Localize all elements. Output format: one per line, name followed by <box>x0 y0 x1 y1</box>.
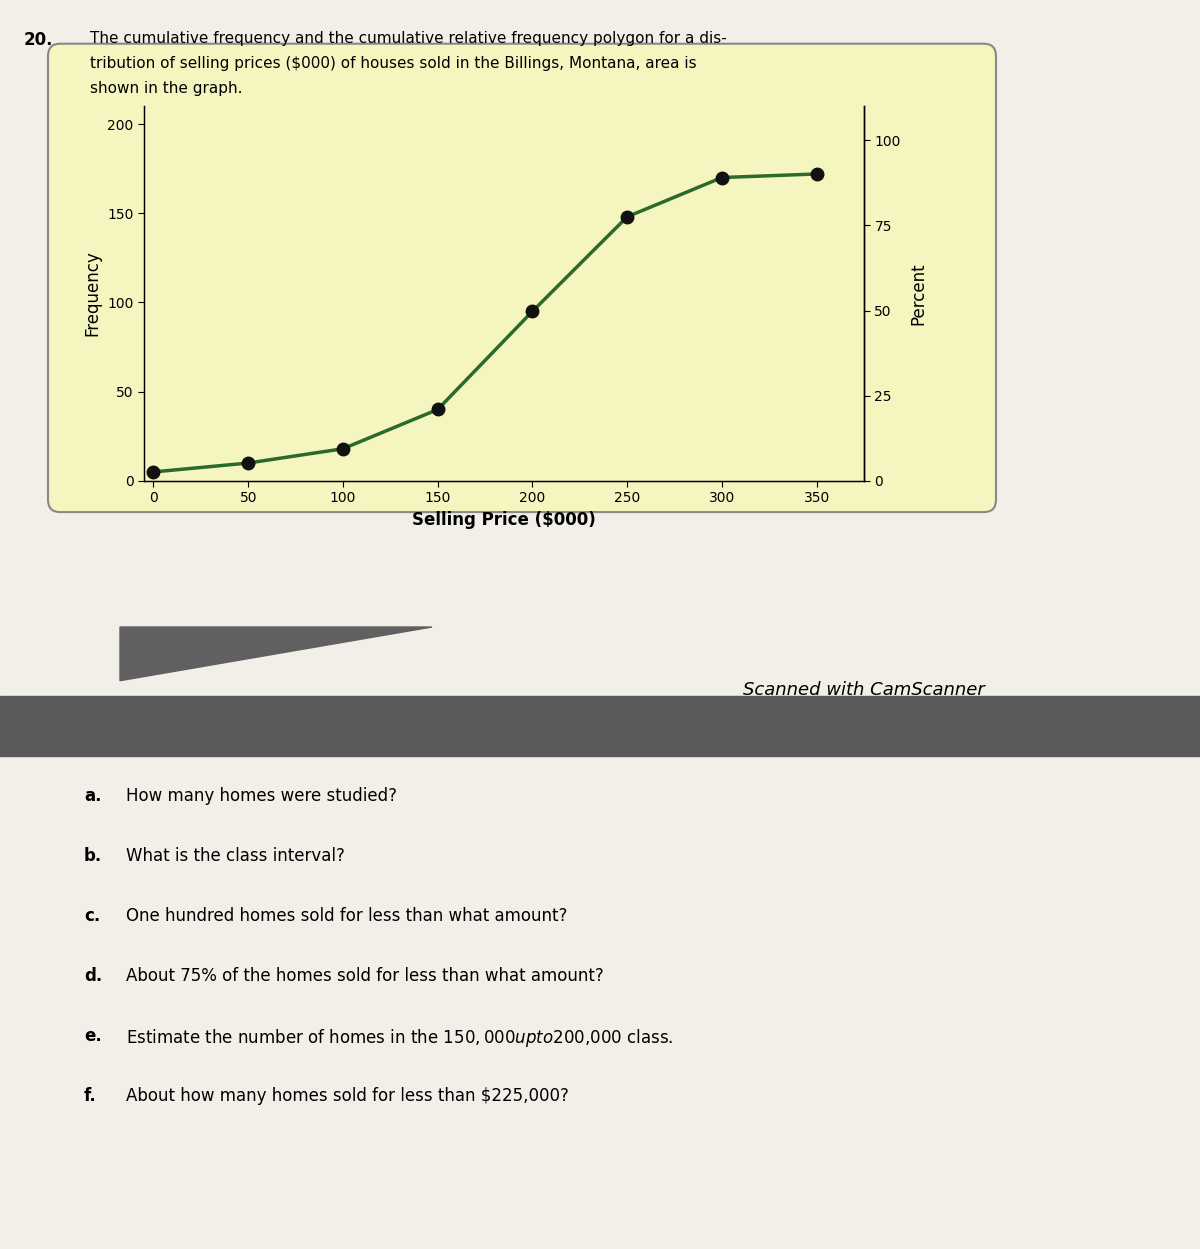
Y-axis label: Percent: Percent <box>910 262 928 325</box>
Text: About 75% of the homes sold for less than what amount?: About 75% of the homes sold for less tha… <box>126 967 604 984</box>
Text: The cumulative frequency and the cumulative relative frequency polygon for a dis: The cumulative frequency and the cumulat… <box>90 31 727 46</box>
Text: 43: 43 <box>1128 717 1152 734</box>
Text: tribution of selling prices ($000) of houses sold in the Billings, Montana, area: tribution of selling prices ($000) of ho… <box>90 56 697 71</box>
Text: About how many homes sold for less than $225,000?: About how many homes sold for less than … <box>126 1087 569 1104</box>
Text: Scanned with CamScanner: Scanned with CamScanner <box>743 681 985 698</box>
Text: 20.: 20. <box>24 31 54 49</box>
Text: What is the class interval?: What is the class interval? <box>126 847 344 864</box>
Text: e.: e. <box>84 1027 102 1044</box>
Text: shown in the graph.: shown in the graph. <box>90 81 242 96</box>
Y-axis label: Frequency: Frequency <box>84 251 102 336</box>
Text: Estimate the number of homes in the $150,000 up to $200,000 class.: Estimate the number of homes in the $150… <box>126 1027 673 1049</box>
Text: b.: b. <box>84 847 102 864</box>
Text: f.: f. <box>84 1087 97 1104</box>
Text: d.: d. <box>84 967 102 984</box>
X-axis label: Selling Price ($000): Selling Price ($000) <box>412 511 596 528</box>
Text: One hundred homes sold for less than what amount?: One hundred homes sold for less than wha… <box>126 907 568 924</box>
Text: NCY TABLES, FREQUENCY DISTRIBUTIONS, AND GRAPHIC PRESENTATION: NCY TABLES, FREQUENCY DISTRIBUTIONS, AND… <box>36 717 715 734</box>
Text: c.: c. <box>84 907 101 924</box>
Text: How many homes were studied?: How many homes were studied? <box>126 787 397 804</box>
Text: a.: a. <box>84 787 102 804</box>
